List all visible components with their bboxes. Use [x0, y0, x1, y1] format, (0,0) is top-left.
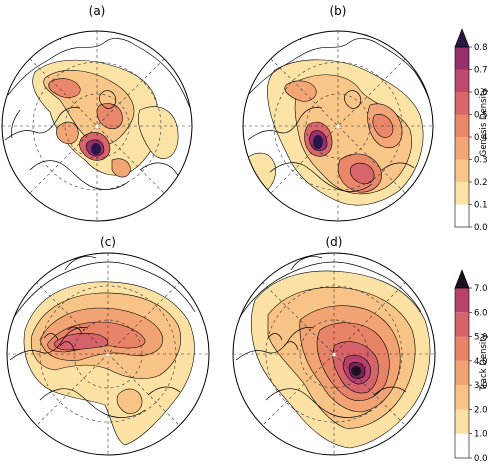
- genesis-colorbar-bin: [455, 114, 469, 137]
- track-colorbar-title: Track Density: [479, 333, 489, 391]
- coastlines-a: [4, 31, 191, 197]
- track-colorbar-bin: [455, 288, 469, 313]
- track-colorbar-outline: [454, 287, 470, 459]
- genesis-colorbar-title: Genesis Density: [479, 88, 489, 157]
- genesis-density-field-a: [32, 59, 179, 178]
- track-density-field-d: [250, 270, 431, 449]
- genesis-colorbar-tick-label: 0.3: [474, 156, 488, 166]
- genesis-colorbar-bin: [455, 159, 469, 182]
- panel-b-boundary: [242, 30, 434, 222]
- panel-d-boundary: [232, 252, 436, 456]
- track-colorbar-tick-label: 5.0: [474, 333, 488, 343]
- graticule-c: [7, 253, 209, 455]
- track-density-field-c: [23, 281, 195, 446]
- track-colorbar-tick-label: 6.0: [474, 308, 488, 318]
- track-colorbar-tick-label: 2.0: [474, 405, 488, 415]
- track-colorbar: 0.0 1.0 2.0 3.0 4.0 5.0 6.0 7.0: [454, 269, 488, 464]
- panel-c-label: (c): [100, 235, 116, 249]
- track-colorbar-tick-label: 7.0: [474, 284, 488, 294]
- genesis-colorbar-bin: [455, 47, 469, 70]
- genesis-colorbar-bin: [455, 137, 469, 160]
- pole-marker-d: ✶: [330, 351, 338, 361]
- track-colorbar-bin: [455, 433, 469, 458]
- track-colorbar-bin: [455, 409, 469, 434]
- genesis-colorbar-tick-label: 0.7: [474, 66, 488, 76]
- graticule-b: [243, 31, 433, 221]
- genesis-colorbar-tick-label: 0.6: [474, 88, 488, 98]
- track-colorbar-extend-arrow: [454, 269, 470, 289]
- panel-c-boundary: [6, 252, 210, 456]
- genesis-colorbar-tick-label: 0.4: [474, 133, 488, 143]
- panel-b: (b): [242, 4, 434, 222]
- pole-marker-a: ✶: [93, 123, 101, 133]
- genesis-colorbar-extend-arrow: [454, 28, 470, 48]
- panel-d: (d): [232, 235, 436, 456]
- genesis-colorbar-bin: [455, 204, 469, 227]
- panel-a-label: (a): [89, 4, 106, 18]
- graticule-d: [233, 253, 435, 455]
- track-colorbar-bin: [455, 385, 469, 410]
- track-colorbar-tick-label: 4.0: [474, 357, 488, 367]
- graticule-a: [2, 31, 192, 221]
- pole-marker-b: ✶: [334, 123, 342, 133]
- track-colorbar-bin: [455, 360, 469, 386]
- genesis-colorbar-bin: [455, 182, 469, 205]
- genesis-colorbar-tick-label: 0.1: [474, 201, 488, 211]
- panel-d-label: (d): [326, 235, 343, 249]
- panel-a-boundary: [1, 30, 193, 222]
- pole-marker-c: ✶: [104, 351, 112, 361]
- genesis-colorbar-tick-label: 0.2: [474, 178, 488, 188]
- panel-b-label: (b): [330, 4, 347, 18]
- genesis-colorbar: 0.0 0.1 0.2 0.3 0.4 0.5 0.6 0.7 0.8: [454, 28, 488, 233]
- genesis-colorbar-tick-label: 0.5: [474, 111, 488, 121]
- genesis-colorbar-bin: [455, 69, 469, 92]
- genesis-colorbar-tick-label: 0.8: [474, 43, 488, 53]
- track-colorbar-tick-label: 1.0: [474, 430, 488, 440]
- track-colorbar-bin: [455, 336, 469, 361]
- genesis-colorbar-bin: [455, 92, 469, 115]
- track-colorbar-tick-label: 0.0: [474, 454, 488, 464]
- track-colorbar-tick-label: 3.0: [474, 381, 488, 391]
- track-colorbar-bin: [455, 312, 469, 337]
- genesis-colorbar-tick-label: 0.0: [474, 223, 488, 233]
- panel-a: (a): [1, 4, 193, 222]
- panel-c: (c): [6, 235, 210, 456]
